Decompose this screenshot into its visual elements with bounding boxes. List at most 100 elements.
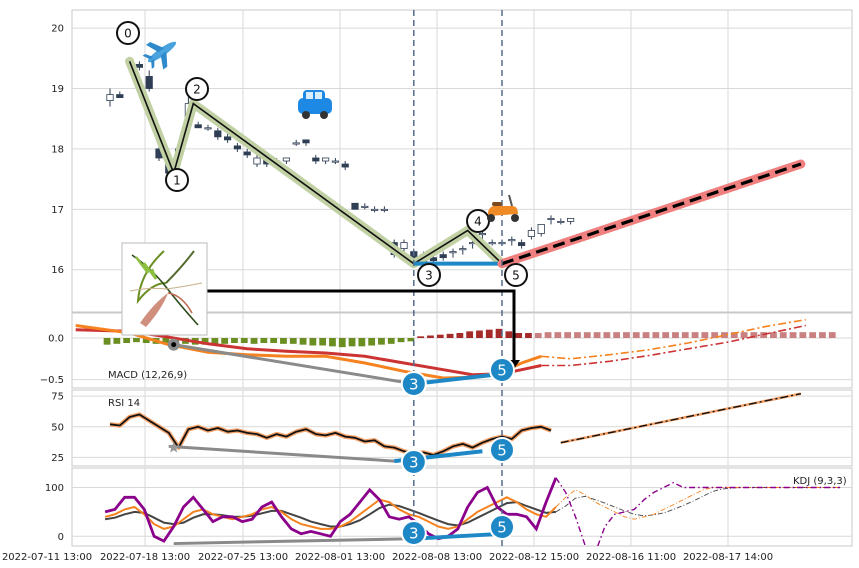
macd-histogram-bar	[358, 338, 366, 347]
macd-divergence-line	[173, 343, 415, 386]
macd-histogram-bar	[427, 335, 434, 338]
subpanel-wave-marker	[489, 514, 515, 540]
macd-histogram-bar	[466, 331, 474, 338]
subpanel-wave-label: 5	[497, 519, 507, 537]
candle-body	[233, 145, 241, 150]
subpanel-wave-label: 5	[497, 362, 507, 380]
wave-label-circle	[185, 77, 209, 101]
candle-body	[204, 127, 212, 130]
projection-line	[501, 162, 802, 266]
macd-histogram-bar	[681, 332, 689, 338]
wave-label-text: 2	[193, 83, 201, 97]
candle-body	[223, 136, 232, 141]
wave-line	[128, 61, 503, 265]
car-body	[298, 98, 332, 114]
rsi-line	[109, 413, 552, 456]
macd-histogram-bar	[583, 332, 591, 338]
wave-label-text: 1	[173, 174, 181, 188]
macd-histogram-bar	[231, 338, 238, 343]
car-window	[306, 92, 313, 99]
candle-body	[439, 254, 447, 259]
macd-histogram-bar	[476, 330, 483, 338]
wave-label-text: 5	[512, 269, 520, 283]
macd-histogram-bar	[730, 332, 738, 338]
x-tick-label: 2022-08-16 11:00	[586, 552, 676, 563]
rsi-forecast-line	[560, 392, 802, 444]
macd-histogram-bar	[407, 338, 415, 342]
scooter-wheel	[487, 214, 495, 222]
macd-divergence-blue	[413, 371, 503, 386]
y-tick-label: −0.5	[40, 375, 64, 386]
macd-histogram-bar	[721, 332, 728, 338]
kdj-d-line	[104, 501, 557, 528]
rsi-divergence-line	[168, 444, 395, 463]
candle-body	[302, 139, 310, 144]
macd-histogram-bar	[103, 338, 111, 345]
macd-histogram-bar	[387, 338, 395, 344]
x-tick-label: 2022-07-18 13:00	[100, 552, 190, 563]
y-tick-label: 50	[51, 422, 64, 433]
y-tick-label: 100	[45, 483, 64, 494]
data-layer	[75, 56, 841, 546]
airplane-icon	[142, 41, 177, 70]
overlay-layer: 0 1 2 3 4 5 3 5 3 5 3 5	[116, 10, 528, 546]
leaf-stroke	[135, 256, 158, 280]
macd-histogram-bar	[446, 333, 454, 338]
candle-body	[351, 202, 359, 210]
wave-label-circle	[504, 263, 528, 287]
macd-histogram-bar	[711, 332, 719, 338]
candle-body	[537, 224, 545, 234]
macd-histogram-bar	[623, 332, 630, 338]
leaf-stroke	[165, 250, 195, 284]
subpanel-wave-label: 5	[497, 442, 507, 460]
candle-body	[194, 124, 202, 129]
subpanel-wave-marker	[400, 371, 427, 397]
macd-histogram-bar	[574, 332, 581, 338]
candle-body	[527, 230, 536, 237]
y-tick-label: 17	[51, 205, 64, 216]
candle-body	[331, 160, 340, 163]
macd-legend: MACD (12,26,9)	[108, 370, 188, 381]
macd-histogram-bar	[250, 338, 258, 344]
candle-body	[106, 94, 114, 101]
macd-histogram-bar	[662, 332, 670, 338]
scooter-wheel	[511, 214, 519, 222]
price-panel	[106, 56, 806, 269]
wave-label-text: 3	[425, 269, 433, 283]
macd-histogram-bar	[485, 329, 493, 338]
leaf-fill	[140, 293, 168, 327]
macd-histogram-bar	[534, 333, 542, 338]
y-tick-label: 0	[58, 532, 64, 543]
macd-histogram-bar	[740, 332, 748, 338]
macd-histogram-bar	[691, 332, 699, 338]
candle-body	[518, 242, 526, 246]
macd-histogram-bar	[368, 338, 376, 346]
scooter-handle	[508, 194, 513, 207]
macd-histogram-bar	[603, 332, 611, 338]
candle-body	[449, 251, 457, 254]
macd-histogram-bar	[113, 338, 121, 344]
candle-body	[341, 163, 349, 168]
macd-histogram-bar	[632, 332, 640, 338]
candle-body	[243, 151, 251, 156]
subpanel-wave-marker	[400, 449, 427, 475]
macd-histogram-bar	[828, 332, 836, 338]
macd-histogram-bar	[789, 332, 797, 338]
x-tick-label: 2022-07-11 13:00	[2, 552, 92, 563]
candle-body	[370, 208, 379, 211]
macd-histogram-bar	[515, 333, 523, 338]
x-tick-label: 2022-08-01 13:00	[295, 552, 385, 563]
airplane-wing	[160, 51, 168, 70]
car-icon	[298, 90, 332, 119]
airplane-tail	[142, 54, 154, 60]
candle-body	[282, 157, 291, 162]
macd-histogram-bar	[309, 338, 317, 346]
macd-histogram-bar	[593, 332, 601, 338]
subpanel-wave-marker	[489, 437, 515, 463]
wave-label-circle	[417, 263, 441, 287]
macd-histogram-bar	[652, 332, 660, 338]
macd-histogram-bar	[378, 338, 385, 345]
candle-body	[321, 157, 330, 162]
wave-label-text: 0	[124, 27, 132, 41]
